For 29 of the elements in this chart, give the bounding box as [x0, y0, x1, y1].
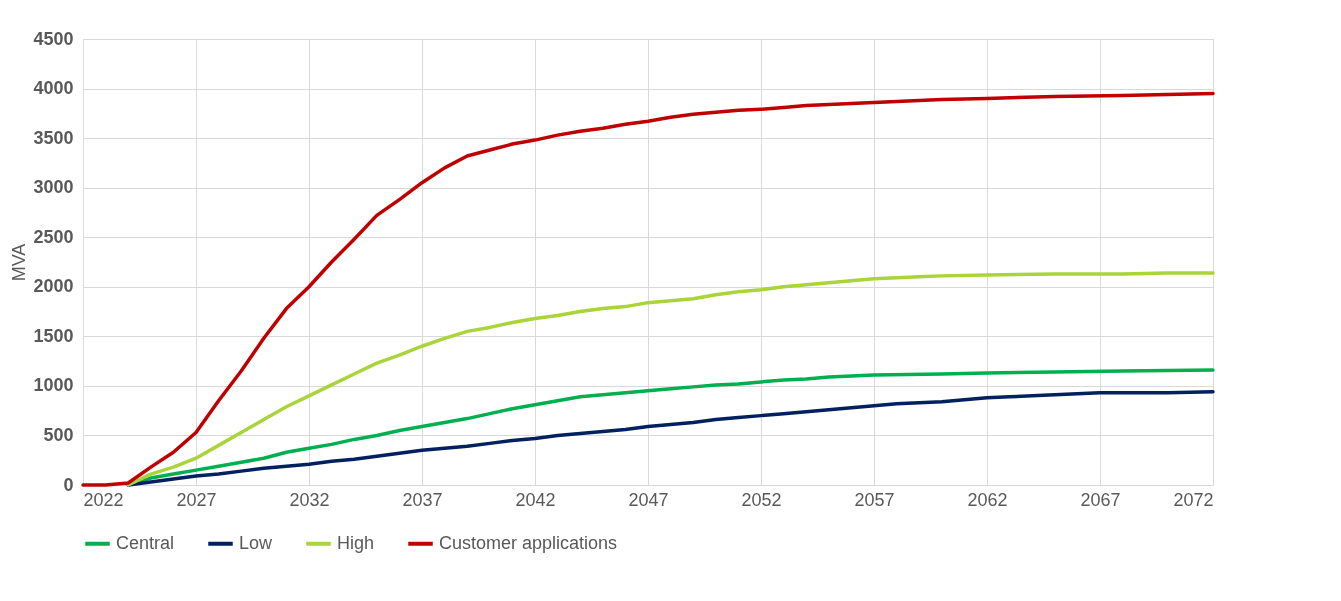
x-tick-label: 2072	[1173, 489, 1214, 510]
x-tick-label: 2022	[83, 489, 124, 510]
x-tick-label: 2037	[402, 489, 443, 510]
y-tick-label: 4500	[33, 28, 74, 49]
x-tick-label: 2042	[515, 489, 556, 510]
x-tick-label: 2057	[854, 489, 895, 510]
x-tick-label: 2027	[176, 489, 217, 510]
legend-label: Customer applications	[439, 532, 618, 553]
x-tick-label: 2067	[1080, 489, 1121, 510]
y-tick-label: 0	[63, 474, 74, 495]
y-tick-label: 2500	[33, 226, 74, 247]
y-tick-label: 3500	[33, 127, 74, 148]
y-tick-label: 3000	[33, 177, 74, 198]
y-tick-label: 4000	[33, 78, 74, 99]
y-tick-label: 500	[43, 424, 74, 445]
y-tick-label: 2000	[33, 276, 74, 297]
y-tick-label: 1000	[33, 375, 74, 396]
line-series	[81, 91, 1215, 487]
x-tick-label: 2062	[967, 489, 1008, 510]
line-series	[126, 271, 1215, 487]
x-tick-label: 2047	[628, 489, 669, 510]
legend-label: Low	[239, 532, 274, 553]
legend-label: High	[337, 532, 375, 553]
y-axis-title: MVA	[9, 243, 30, 282]
x-tick-label: 2052	[741, 489, 782, 510]
legend-label: Central	[116, 532, 175, 553]
x-tick-label: 2032	[289, 489, 330, 510]
y-tick-label: 1500	[33, 325, 74, 346]
line-series	[126, 390, 1215, 487]
